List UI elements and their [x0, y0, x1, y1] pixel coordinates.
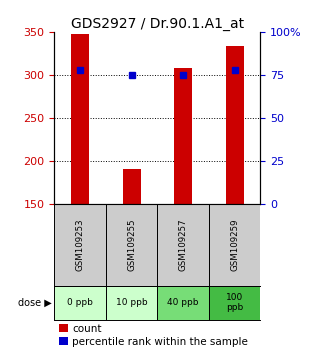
Bar: [226, 46, 244, 204]
Bar: [209, 204, 260, 286]
Bar: [106, 286, 157, 320]
Bar: [209, 286, 260, 320]
Text: GSM109259: GSM109259: [230, 219, 239, 271]
Bar: [54, 204, 106, 286]
Bar: [157, 204, 209, 286]
Text: 100
ppb: 100 ppb: [226, 293, 243, 313]
Text: GSM109255: GSM109255: [127, 219, 136, 271]
Text: dose ▶: dose ▶: [18, 298, 52, 308]
Bar: [157, 286, 209, 320]
Legend: count, percentile rank within the sample: count, percentile rank within the sample: [60, 324, 248, 347]
Bar: [122, 169, 140, 204]
Text: 40 ppb: 40 ppb: [167, 298, 199, 307]
Bar: [71, 34, 89, 204]
Bar: [106, 204, 157, 286]
Text: GSM109257: GSM109257: [179, 219, 188, 271]
Bar: [54, 286, 106, 320]
Text: GSM109253: GSM109253: [76, 219, 85, 271]
Text: 0 ppb: 0 ppb: [67, 298, 93, 307]
Title: GDS2927 / Dr.90.1.A1_at: GDS2927 / Dr.90.1.A1_at: [71, 17, 244, 31]
Text: 10 ppb: 10 ppb: [116, 298, 147, 307]
Bar: [174, 68, 192, 204]
